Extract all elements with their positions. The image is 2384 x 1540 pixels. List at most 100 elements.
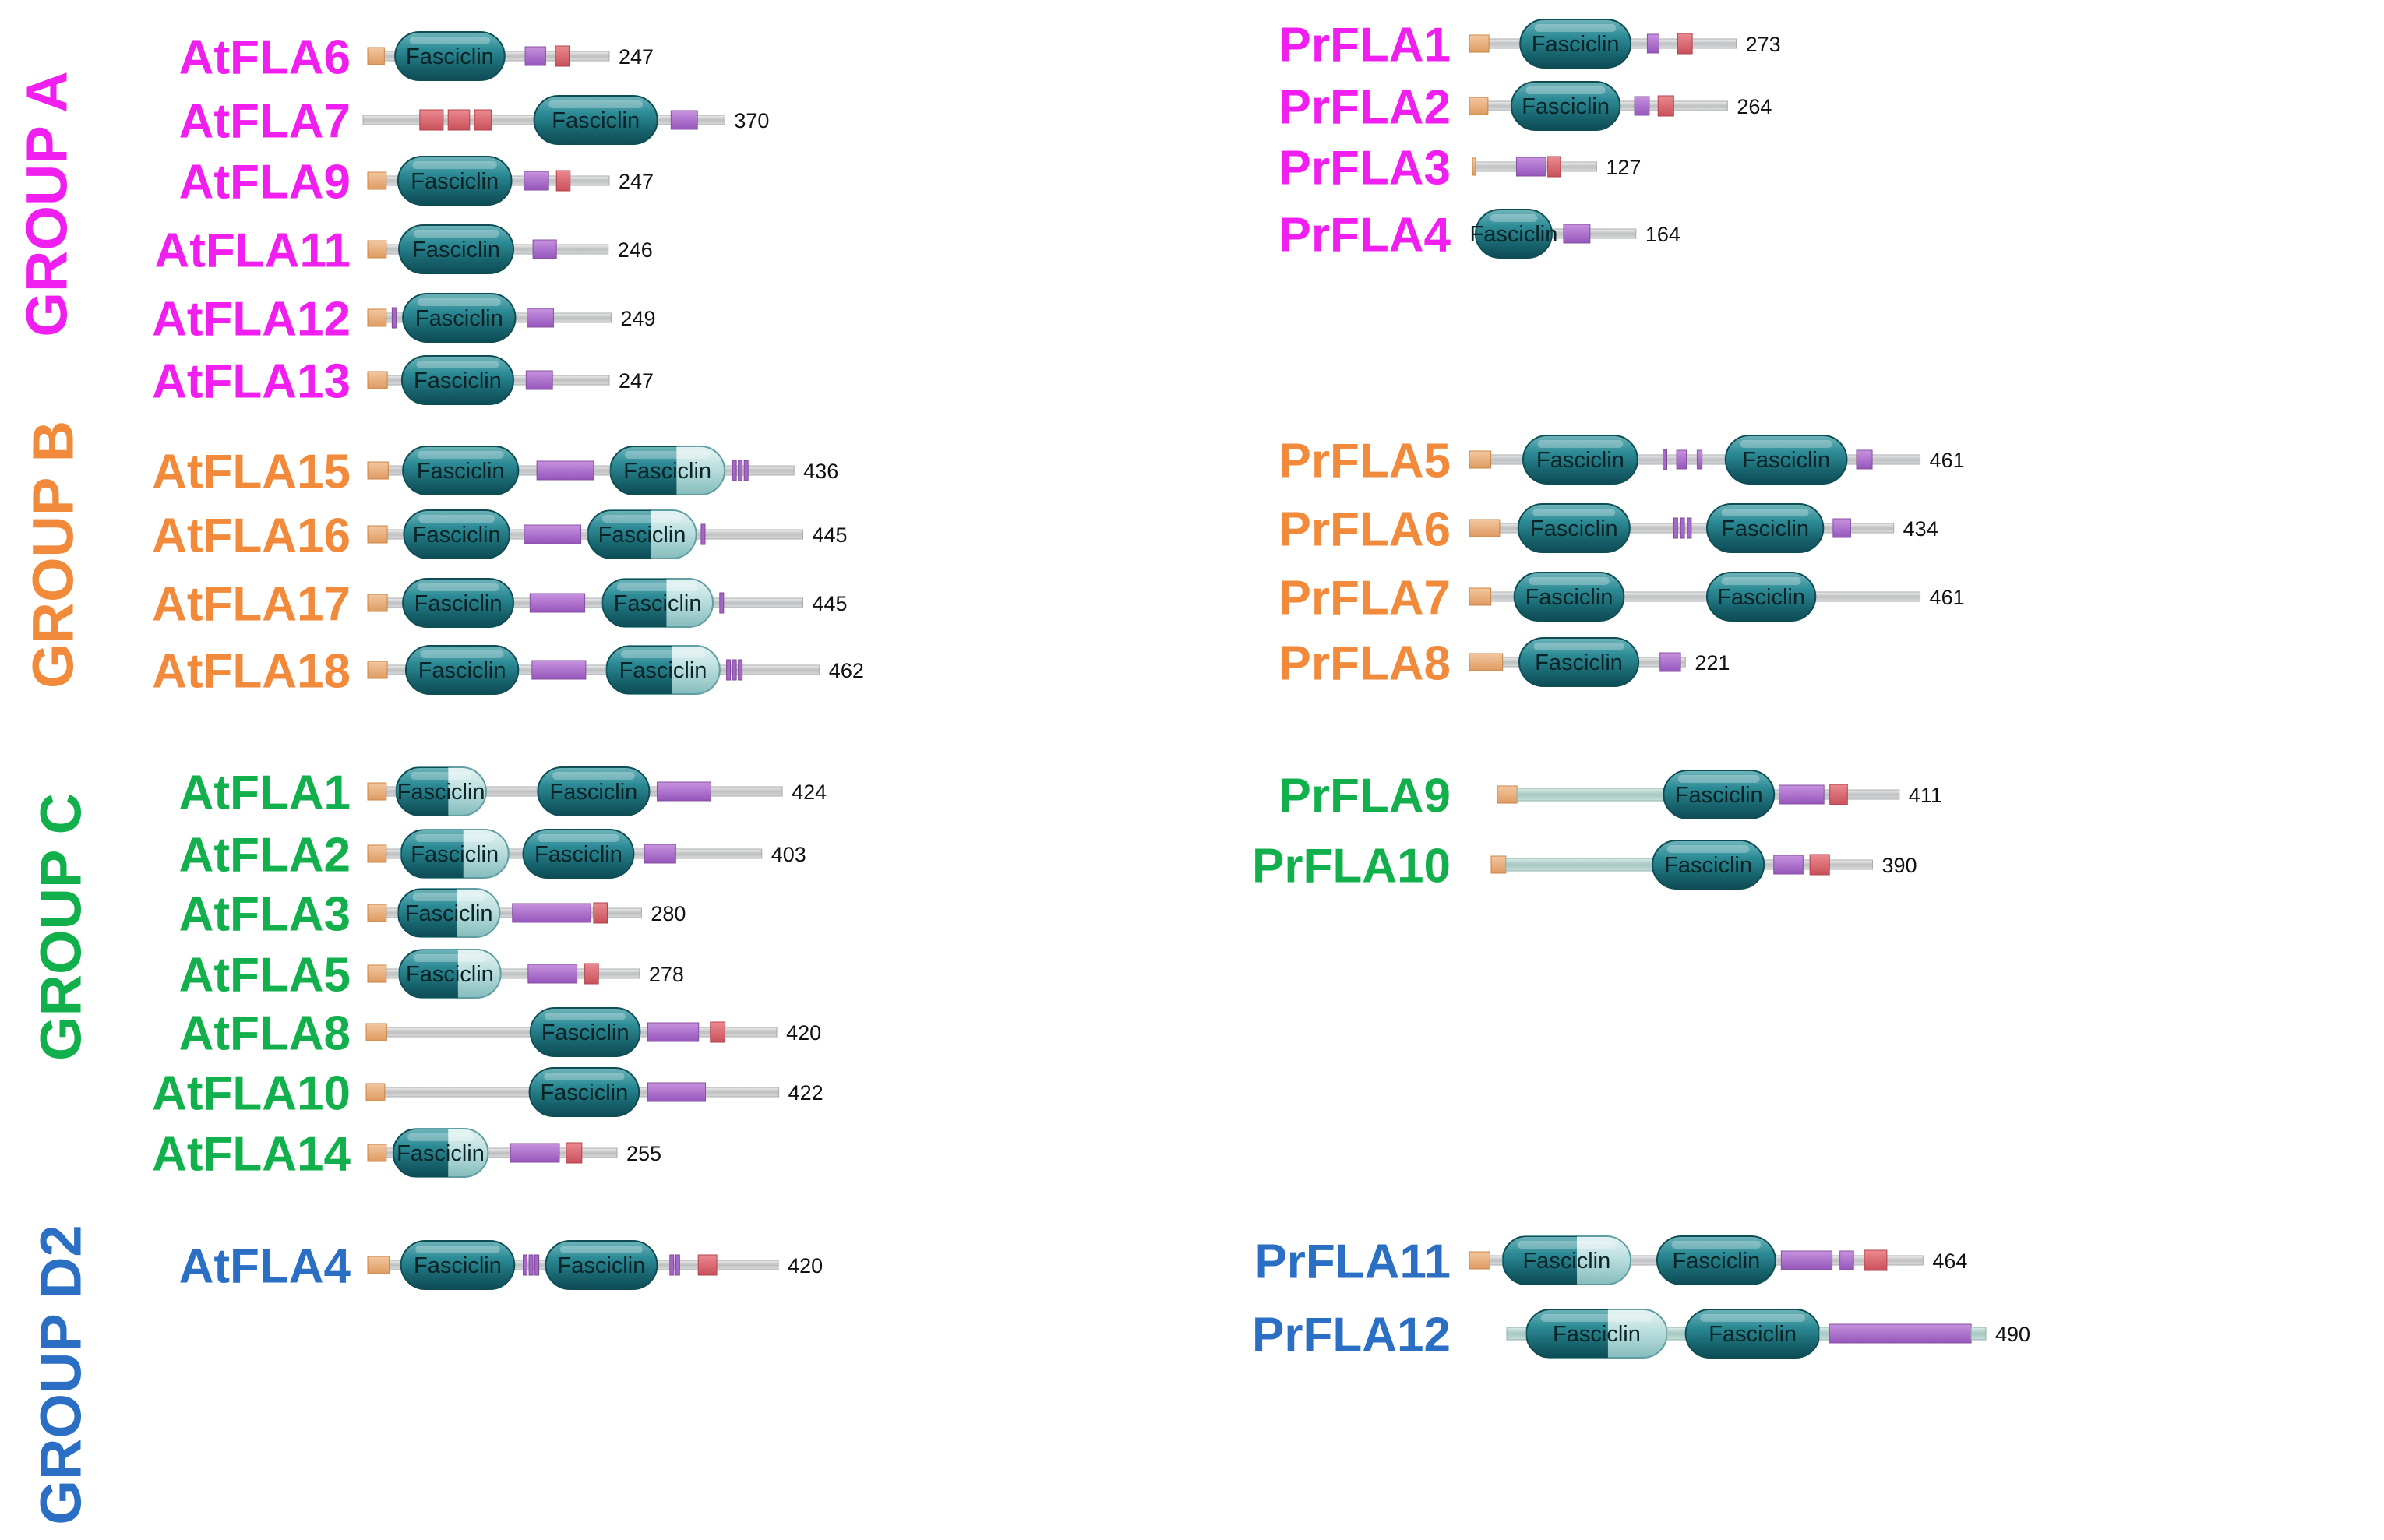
fasciclin-body <box>1513 572 1625 622</box>
row-atfla4: AtFLA4 Fasciclin Fasciclin 420 <box>179 1239 823 1293</box>
feature-prfla9-red-4 <box>1829 784 1848 805</box>
feature-atfla5-signal-0 <box>367 964 387 983</box>
protein-label-prfla5: PrFLA5 <box>1279 434 1451 488</box>
fasciclin-domain-atfla16-1: Fasciclin <box>403 509 510 559</box>
fasciclin-highlight <box>560 1246 643 1253</box>
fasciclin-body <box>1705 503 1825 553</box>
protein-label-atfla9: AtFLA9 <box>179 155 351 209</box>
fasciclin-label: Fasciclin <box>549 780 637 805</box>
fasciclin-highlight <box>410 772 472 780</box>
length-prfla8: 221 <box>1695 651 1730 675</box>
length-prfla1: 273 <box>1746 33 1781 56</box>
feature-atfla16-purple-2 <box>524 524 582 544</box>
length-prfla9: 411 <box>1909 784 1942 807</box>
fasciclin-body <box>1475 209 1553 259</box>
protein-label-atfla10: AtFLA10 <box>152 1066 351 1120</box>
row-atfla14: AtFLA14 Fasciclin 255 <box>152 1127 661 1181</box>
protein-label-prfla11: PrFLA11 <box>1254 1235 1451 1288</box>
fasciclin-body <box>1663 770 1776 819</box>
fasciclin-body <box>1519 19 1632 69</box>
feature-prfla12-linker-4 <box>1819 1327 1830 1341</box>
protein-label-prfla6: PrFLA6 <box>1279 502 1451 556</box>
fasciclin-label: Fasciclin <box>411 169 499 194</box>
protein-label-atfla4: AtFLA4 <box>179 1239 351 1293</box>
length-atfla15: 436 <box>803 460 838 483</box>
fasciclin-highlight <box>415 1246 500 1253</box>
row-atfla17: AtFLA17 Fasciclin Fasciclin 445 <box>152 577 847 631</box>
row-prfla9: PrFLA9 Fasciclin 411 <box>1279 769 1942 823</box>
row-prfla2: PrFLA2 Fasciclin 264 <box>1279 80 1772 134</box>
fasciclin-domain-atfla15-1: Fasciclin <box>402 446 520 495</box>
fasciclin-highlight <box>417 451 504 459</box>
fasciclin-label: Fasciclin <box>552 108 640 133</box>
feature-prfla3-red-2 <box>1547 156 1561 178</box>
protein-label-prfla7: PrFLA7 <box>1279 571 1451 625</box>
feature-atfla2-purple-3 <box>644 844 676 864</box>
fasciclin-domain-prfla5-1: Fasciclin <box>1522 435 1638 485</box>
fasciclin-body <box>533 95 658 145</box>
feature-atfla6-signal-0 <box>367 47 385 65</box>
row-atfla10: AtFLA10 Fasciclin 422 <box>152 1066 823 1120</box>
feature-prfla10-signal-0 <box>1490 855 1507 874</box>
feature-atfla16-signal-0 <box>367 525 388 544</box>
feature-atfla4-signal-0 <box>367 1256 390 1274</box>
feature-prfla1-signal-0 <box>1469 34 1490 53</box>
feature-atfla11-signal-0 <box>367 240 387 259</box>
fasciclin-label: Fasciclin <box>412 238 500 263</box>
fasciclin-label: Fasciclin <box>1664 853 1752 878</box>
feature-atfla9-red-3 <box>555 170 571 192</box>
length-atfla14: 255 <box>626 1142 661 1165</box>
feature-atfla18-purple_tick-4 <box>726 659 732 681</box>
fasciclin-dark-part <box>587 510 651 559</box>
fasciclin-label: Fasciclin <box>540 1080 628 1105</box>
fasciclin-highlight <box>616 583 699 591</box>
fasciclin-domain-atfla18-3: Fasciclin <box>605 645 721 695</box>
row-prfla11: PrFLA11 Fasciclin Fasciclin 464 <box>1254 1235 1967 1288</box>
fasciclin-label: Fasciclin <box>413 523 501 548</box>
fasciclin-label: Fasciclin <box>405 901 493 926</box>
feature-prfla12-linker-6 <box>1970 1327 1987 1341</box>
feature-atfla15-purple_tick-4 <box>732 460 737 481</box>
length-prfla3: 127 <box>1606 156 1641 179</box>
fasciclin-label: Fasciclin <box>414 591 503 616</box>
length-prfla11: 464 <box>1932 1249 1967 1273</box>
group-label-d2: GROUP D2 <box>29 1225 93 1524</box>
fasciclin-highlight <box>1490 214 1538 222</box>
row-atfla3: AtFLA3 Fasciclin 280 <box>179 887 686 941</box>
feature-prfla5-purple-6 <box>1856 449 1873 470</box>
fasciclin-label: Fasciclin <box>415 306 503 331</box>
fasciclin-domain-prfla6-5: Fasciclin <box>1705 503 1825 553</box>
fasciclin-highlight <box>1534 24 1617 32</box>
row-atfla18: AtFLA18 Fasciclin Fasciclin 462 <box>152 644 864 698</box>
feature-atfla8-signal-0 <box>365 1023 387 1041</box>
feature-atfla14-signal-0 <box>367 1144 387 1162</box>
length-prfla10: 390 <box>1881 854 1917 877</box>
length-atfla1: 424 <box>792 781 827 804</box>
group-label-c: GROUP C <box>29 793 93 1061</box>
protein-label-atfla16: AtFLA16 <box>152 509 351 562</box>
feature-atfla1-purple-3 <box>656 781 712 802</box>
row-prfla6: PrFLA6 Fasciclin Fasciclin 434 <box>1279 502 1938 556</box>
feature-prfla10-linker-1 <box>1505 858 1653 872</box>
feature-atfla3-signal-0 <box>367 904 387 922</box>
fasciclin-body <box>522 829 635 879</box>
fasciclin-body <box>400 355 514 405</box>
protein-label-atfla6: AtFLA6 <box>179 30 351 84</box>
group-label-b: GROUP B <box>21 421 86 689</box>
fasciclin-domain-atfla8-1: Fasciclin <box>529 1007 641 1057</box>
feature-prfla10-purple-3 <box>1773 855 1804 875</box>
fasciclin-label: Fasciclin <box>614 591 702 616</box>
row-atfla2: AtFLA2 Fasciclin Fasciclin 403 <box>179 828 806 882</box>
fasciclin-body <box>1724 435 1848 485</box>
length-prfla2: 264 <box>1737 95 1772 118</box>
fasciclin-highlight <box>624 451 711 459</box>
protein-label-atfla7: AtFLA7 <box>179 94 351 148</box>
protein-label-atfla1: AtFLA1 <box>179 766 351 819</box>
row-atfla11: AtFLA11 Fasciclin 246 <box>155 224 653 277</box>
fasciclin-highlight <box>413 230 499 238</box>
protein-label-atfla2: AtFLA2 <box>179 828 351 882</box>
feature-atfla12-signal-0 <box>367 308 387 327</box>
fasciclin-domain-atfla4-1: Fasciclin <box>400 1240 516 1290</box>
fasciclin-body <box>403 509 510 559</box>
fasciclin-body <box>545 1240 658 1290</box>
